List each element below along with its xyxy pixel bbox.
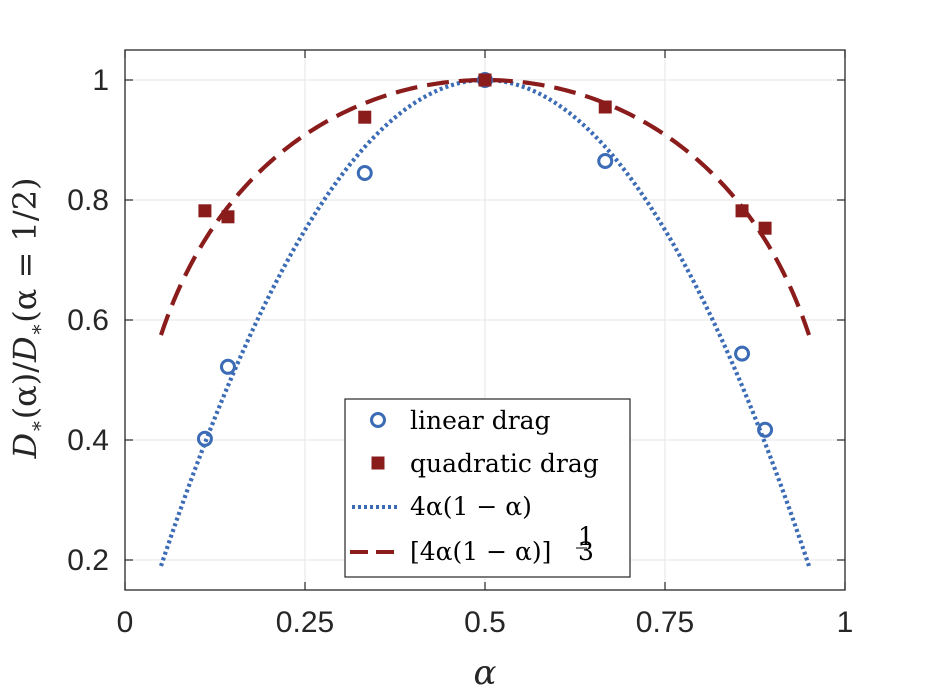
point-quadratic-drag: [358, 110, 372, 124]
x-tick-label: 0.25: [276, 606, 334, 639]
point-linear-drag: [356, 165, 373, 181]
legend-exponent-denominator: 3: [578, 537, 594, 566]
x-tick-label: 0: [117, 606, 134, 639]
y-tick-label: 1: [92, 64, 109, 97]
point-linear-drag: [597, 153, 614, 169]
data-markers: [196, 72, 774, 447]
point-quadratic-drag: [735, 204, 749, 218]
y-label-sub2: ∗: [24, 323, 48, 337]
point-linear-drag: [196, 430, 213, 447]
y-tick-label: 0.6: [67, 304, 109, 337]
legend-marker-quadratic-drag: [371, 456, 385, 470]
legend-label-quadratic-drag: quadratic drag: [410, 449, 599, 478]
x-axis-label: α: [474, 653, 497, 693]
y-label-d1: D: [6, 433, 44, 460]
x-tick-label: 1: [837, 606, 854, 639]
y-tick-label: 0.4: [67, 424, 109, 457]
legend-label-linear-drag: linear drag: [410, 406, 551, 435]
legend-label-linear-fit: 4α(1 − α): [410, 492, 532, 521]
axis-ticks: 0 0.25 0.5 0.75 1 0.2 0.4 0.6 0.8 1: [67, 50, 853, 639]
y-label-d2: D: [6, 336, 44, 363]
y-axis-label: D∗(α)/D∗(α = 1/2): [6, 177, 48, 459]
curve-cuberoot-fit: [159, 77, 811, 336]
fit-curves: [159, 77, 811, 567]
legend-box: [344, 398, 631, 578]
y-label-arg2: (α = 1/2): [6, 177, 44, 322]
point-quadratic-drag: [758, 221, 772, 235]
point-linear-drag: [757, 421, 774, 438]
y-tick-label: 0.8: [67, 184, 109, 217]
point-quadratic-drag: [598, 100, 612, 114]
y-label-sub1: ∗: [24, 419, 48, 433]
y-tick-label: 0.2: [67, 544, 109, 577]
y-label-arg1: (α)/: [6, 362, 44, 420]
x-tick-label: 0.75: [636, 606, 694, 639]
point-quadratic-drag: [198, 204, 212, 218]
x-tick-label: 0.5: [464, 606, 506, 639]
legend: linear drag quadratic drag 4α(1 − α) [4α…: [344, 398, 631, 578]
legend-exponent-numerator: 1: [578, 522, 594, 551]
point-quadratic-drag: [221, 210, 235, 224]
point-quadratic-drag: [478, 73, 492, 87]
point-linear-drag: [219, 358, 236, 375]
legend-label-cuberoot-fit: [4α(1 − α)]: [410, 537, 551, 566]
legend-marker-linear-drag: [370, 412, 386, 428]
point-linear-drag: [734, 345, 751, 362]
